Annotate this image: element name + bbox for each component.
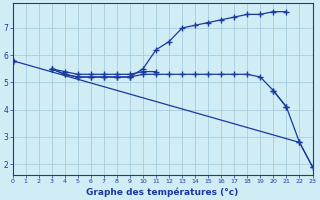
X-axis label: Graphe des températures (°c): Graphe des températures (°c): [86, 187, 239, 197]
